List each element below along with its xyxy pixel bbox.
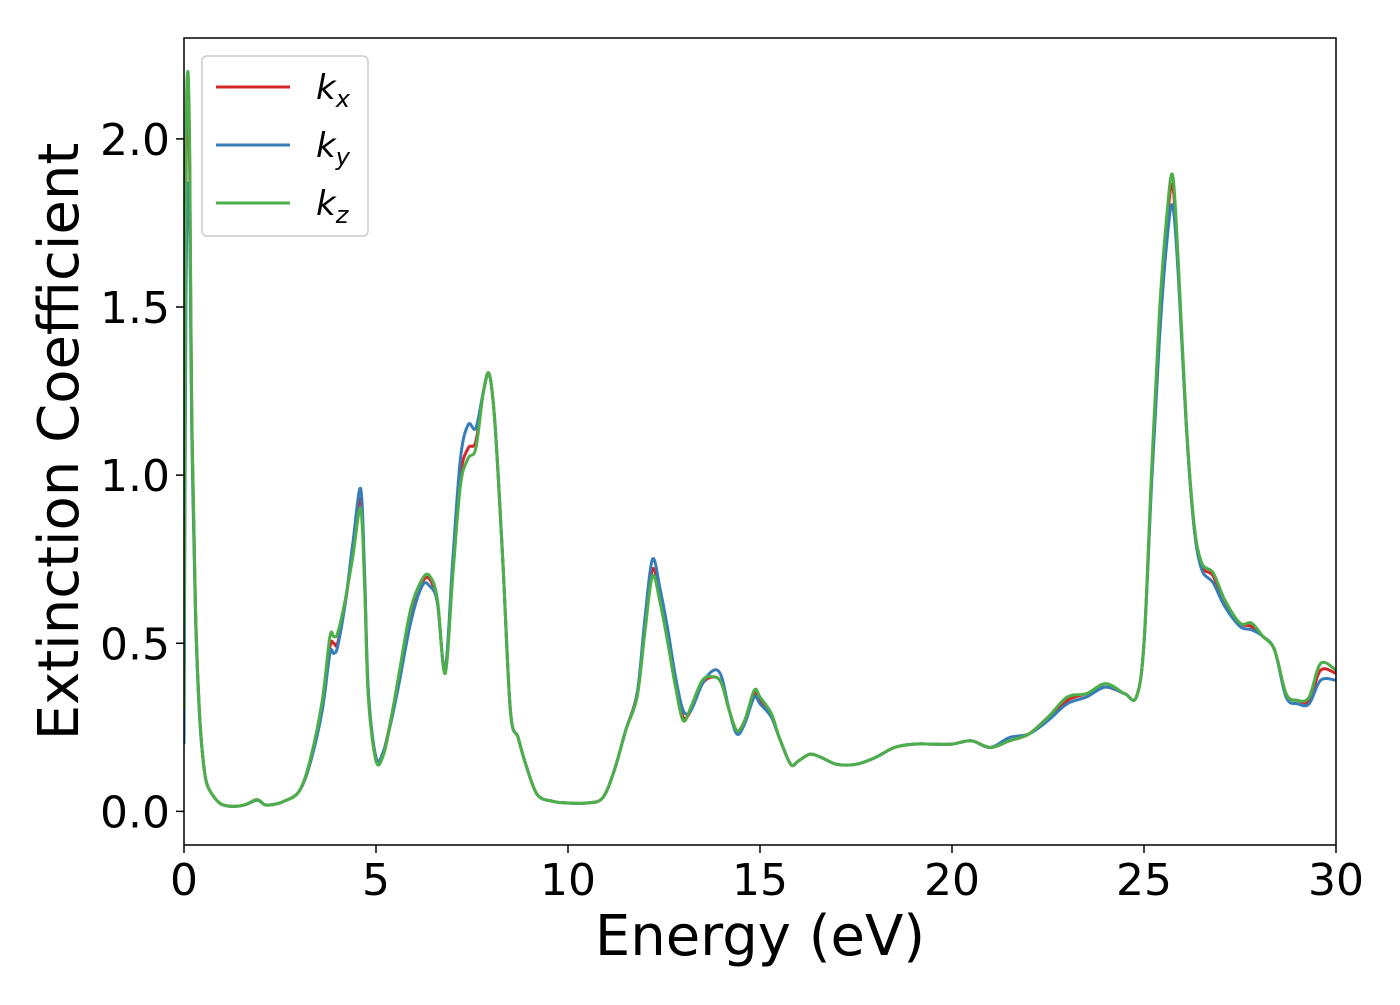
y-tick-label: 0.5	[100, 619, 170, 670]
x-tick-label: 5	[362, 855, 390, 906]
x-axis-label: Energy (eV)	[595, 904, 925, 969]
y-tick-label: 0.0	[100, 787, 170, 838]
y-axis-ticks: 0.0 0.5 1.0 1.5 2.0	[100, 115, 184, 838]
legend-label-kz: kz	[316, 184, 350, 229]
series-layer	[184, 70, 1336, 808]
x-tick-label: 15	[732, 855, 788, 906]
x-axis-ticks: 0 5 10 15 20 25 30	[170, 845, 1364, 906]
legend: kx ky kz	[201, 55, 369, 237]
y-tick-label: 1.0	[100, 451, 170, 502]
x-tick-label: 0	[170, 855, 198, 906]
x-tick-label: 30	[1308, 855, 1364, 906]
x-tick-label: 10	[540, 855, 596, 906]
y-tick-label: 1.5	[100, 283, 170, 334]
x-tick-label: 20	[924, 855, 980, 906]
y-tick-label: 2.0	[100, 115, 170, 166]
legend-label-kx: kx	[316, 68, 351, 113]
legend-label-ky: ky	[316, 126, 351, 171]
y-axis-label: Extinction Coefficient	[27, 143, 92, 741]
series-line-kz	[184, 70, 1336, 808]
x-tick-label: 25	[1116, 855, 1172, 906]
